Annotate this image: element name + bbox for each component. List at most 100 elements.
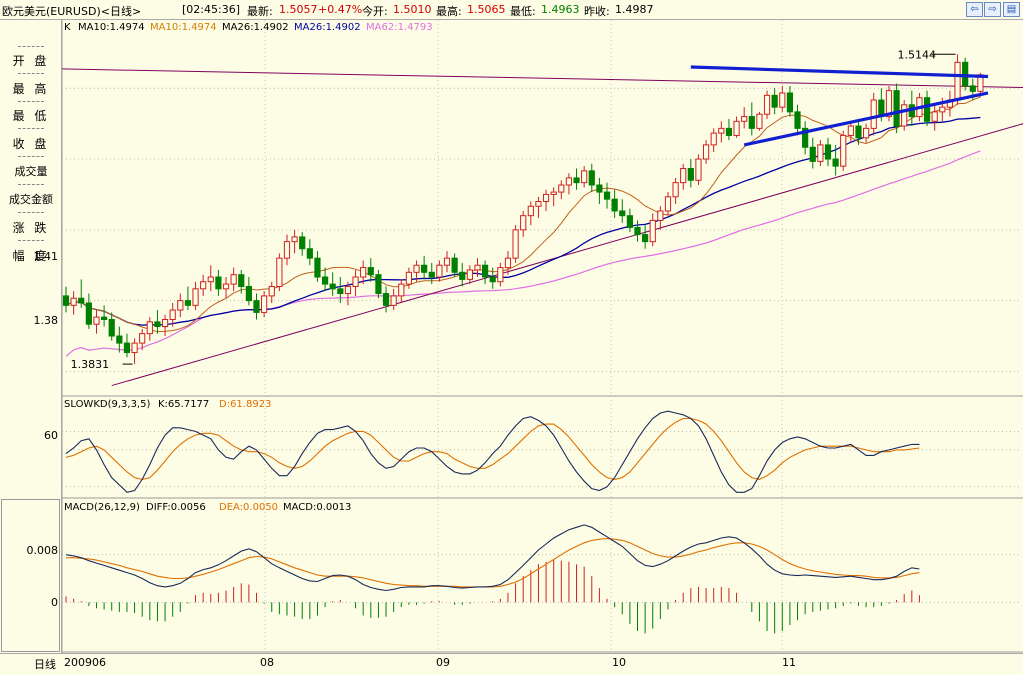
candle-body <box>398 283 405 297</box>
ma62-legend: MA62:1.4793 <box>366 22 433 33</box>
candle-body <box>588 170 595 186</box>
candle-body <box>329 283 336 290</box>
candle-body <box>337 288 344 295</box>
candle-body <box>558 184 565 193</box>
candle-body <box>611 198 618 212</box>
candle-body <box>863 127 870 139</box>
menu-icon[interactable]: ▤ <box>1003 2 1020 17</box>
candle-body <box>931 111 938 122</box>
separator <box>18 184 44 185</box>
d-legend: D:61.8923 <box>219 399 272 410</box>
candle-body <box>78 297 85 304</box>
candle-body <box>421 264 428 273</box>
low-label: 最低: <box>510 5 536 18</box>
candle-body <box>619 210 626 217</box>
candle-body <box>200 281 207 290</box>
candle-body <box>291 236 298 243</box>
candle-body <box>108 318 115 337</box>
x-tick-label: 08 <box>260 656 274 669</box>
candle-body <box>504 257 512 269</box>
candle-body <box>352 276 359 287</box>
price-annotations: 1.5144 1.3831 <box>71 48 956 371</box>
candle-body <box>794 111 801 129</box>
back-arrow-icon[interactable]: ⇦ <box>966 2 983 17</box>
period-label: 日线 <box>34 658 56 671</box>
candle-body <box>261 295 268 313</box>
candle-body <box>725 127 733 136</box>
macd-tick-label: 0.008 <box>26 544 59 557</box>
candle-body <box>695 158 702 181</box>
ma26-legend: MA26:1.4902 <box>222 22 289 33</box>
change-pct-field-label: 幅 度 <box>12 249 50 263</box>
candle-body <box>360 267 367 278</box>
candle-body <box>710 132 717 146</box>
k-legend: K:65.7177 <box>158 399 210 410</box>
open-field-label: 开 盘 <box>12 54 50 68</box>
kd-tick-label: 60 <box>44 429 58 442</box>
candle-body <box>840 134 847 167</box>
candle-body <box>436 264 443 278</box>
candle-body <box>184 300 192 306</box>
ma10-legend: MA10:1.4974 <box>150 22 217 33</box>
candle-body <box>321 276 329 285</box>
candle-body <box>923 97 931 122</box>
candle-body <box>299 236 306 250</box>
candle-body <box>123 342 131 354</box>
candle-body <box>215 276 222 290</box>
high-label: 最高: <box>436 5 462 18</box>
price-chart[interactable]: 1.5144 1.3831 <box>62 20 1023 653</box>
macd-chart <box>65 524 920 634</box>
x-tick-label: 10 <box>612 656 626 669</box>
candle-body <box>131 342 138 354</box>
x-axis-bar: 日线 200906 08 09 10 11 <box>0 653 1023 675</box>
candle-body <box>642 234 649 243</box>
high-value-label: 1.5144 <box>898 48 937 61</box>
candle-body <box>786 92 793 113</box>
forward-arrow-icon[interactable]: ⇨ <box>984 2 1001 17</box>
candle-body <box>413 264 420 273</box>
candle-body <box>702 144 710 160</box>
macd-panel-box <box>1 499 60 652</box>
candle-body <box>954 61 961 101</box>
macd-value-legend: MACD:0.0013 <box>283 502 352 513</box>
candle-body <box>375 274 382 295</box>
ma26-legend: MA26:1.4902 <box>294 22 361 33</box>
price-tick-label: 1.38 <box>33 314 59 327</box>
time-readout: [02:45:36] <box>182 3 240 16</box>
diff-legend: DIFF:0.0056 <box>146 502 206 513</box>
candle-body <box>672 182 679 198</box>
open-value: 1.5010 <box>393 3 432 16</box>
candle-body <box>527 205 534 217</box>
diff-line <box>65 524 920 592</box>
kd-legend-title: SLOWKD(9,3,3,5) <box>64 399 151 410</box>
upper-channel-line <box>690 65 989 79</box>
candle-body <box>382 293 390 306</box>
candle-body <box>497 267 504 283</box>
separator <box>18 240 44 241</box>
candle-body <box>817 144 824 162</box>
candle-body <box>230 274 237 285</box>
candle-body <box>443 257 451 266</box>
instrument-title: 欧元美元(EURUSD)<日线> <box>2 5 142 18</box>
separator <box>18 156 44 157</box>
candle-body <box>245 285 252 302</box>
d-line <box>65 417 920 480</box>
candle-body <box>824 144 832 160</box>
candle-body <box>741 116 748 122</box>
resistance-trend-line <box>62 68 1023 88</box>
candle-body <box>428 271 435 278</box>
candle-body <box>474 264 481 271</box>
ma62-path <box>65 150 981 357</box>
separator <box>18 128 44 129</box>
close-field-label: 收 盘 <box>12 137 50 151</box>
candle-body <box>939 106 946 113</box>
candles <box>62 54 984 365</box>
support-trend-line <box>111 123 1023 387</box>
candle-body <box>482 264 489 278</box>
candle-body <box>603 191 611 200</box>
candle-body <box>733 120 740 136</box>
candle-body <box>847 125 854 136</box>
macd-legend-title: MACD(26,12,9) <box>64 502 140 513</box>
candle-body <box>565 177 573 186</box>
candle-body <box>771 94 778 108</box>
